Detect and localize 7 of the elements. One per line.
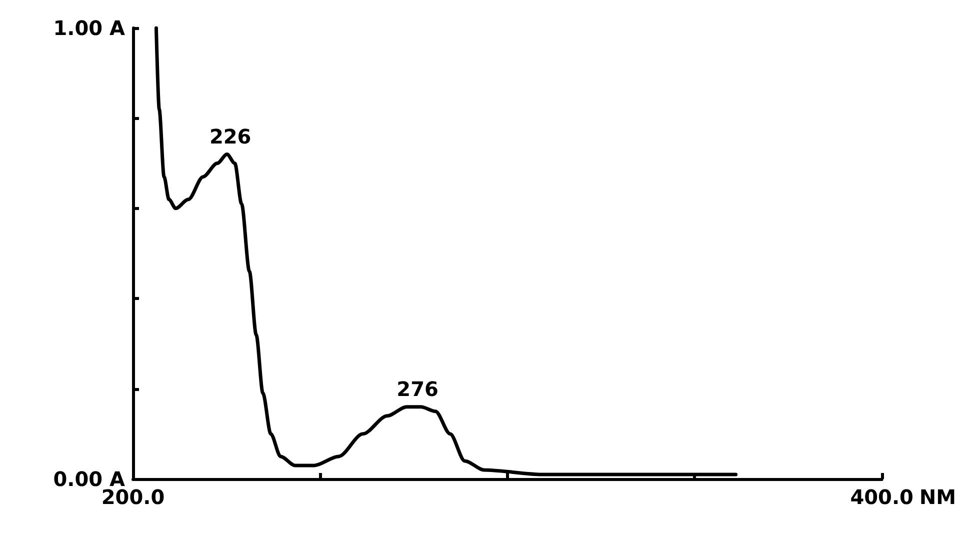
x-tick-label: 400.0	[850, 485, 914, 509]
line-series	[154, 26, 738, 476]
x-axis-title: NM	[919, 485, 956, 509]
annotation: 226	[209, 124, 252, 148]
y-tick-label: 1.00 A	[53, 16, 126, 40]
annotation: 276	[396, 376, 438, 401]
x-tick-label: 200.0	[101, 485, 165, 509]
